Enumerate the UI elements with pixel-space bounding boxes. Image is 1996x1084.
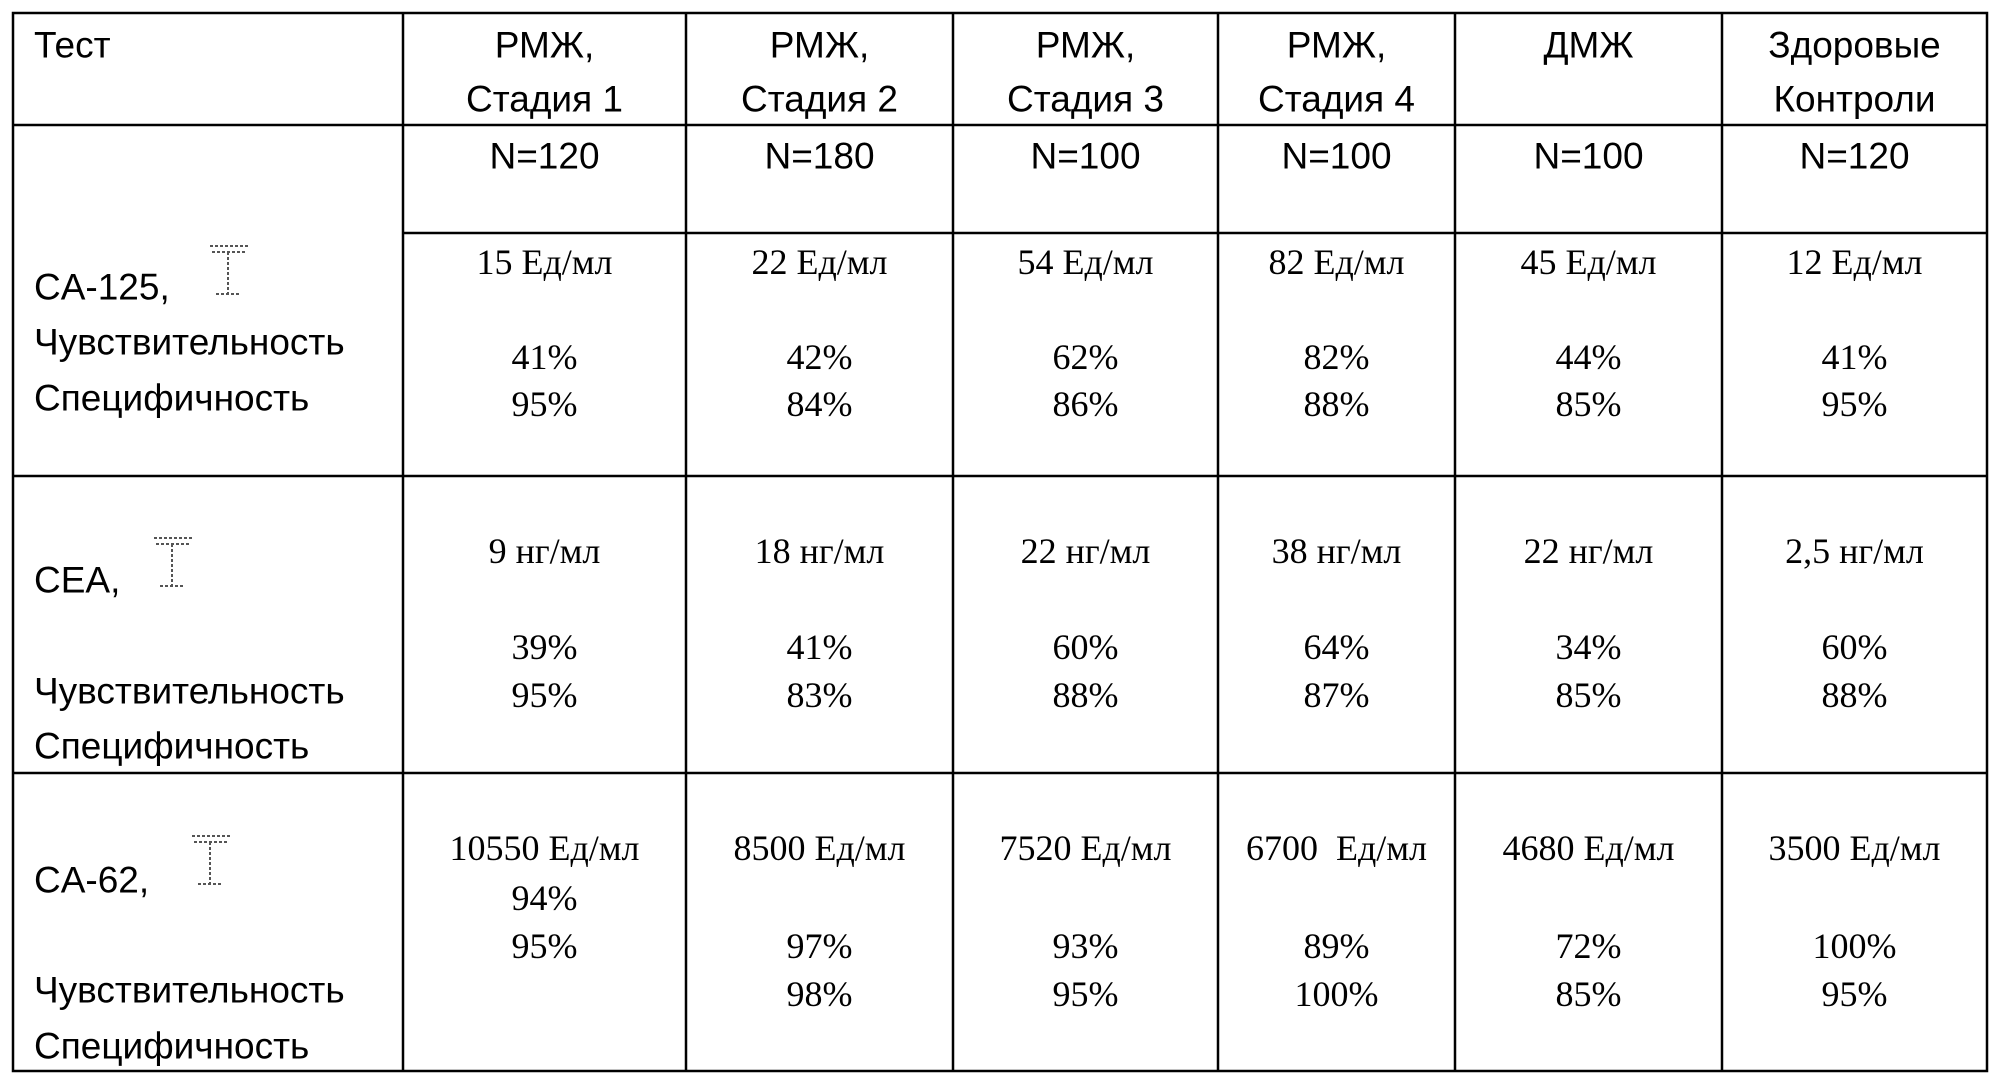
sensitivity-label: Чувствительность	[34, 969, 345, 1011]
value-cell: 3500 Ед/мл	[1768, 828, 1941, 868]
n-cell: N=180	[764, 135, 875, 177]
sensitivity-cell: 60%	[1821, 627, 1888, 667]
header-cell: РМЖ,	[769, 24, 870, 66]
n-cell: N=100	[1030, 135, 1141, 177]
test-name: CA-125,	[34, 266, 170, 308]
sensitivity-cell: 41%	[511, 337, 578, 377]
value-cell: 8500 Ед/мл	[733, 828, 906, 868]
n-cell: N=120	[489, 135, 600, 177]
sensitivity-cell: 60%	[1052, 627, 1119, 667]
sensitivity-label: Чувствительность	[34, 670, 345, 712]
sensitivity-cell: 42%	[786, 337, 853, 377]
specificity-cell: 95%	[1821, 974, 1888, 1014]
value-cell: 22 Ед/мл	[751, 242, 888, 282]
specificity-cell: 83%	[786, 675, 853, 715]
header-cell: Стадия 3	[1007, 78, 1164, 120]
sensitivity-cell: 89%	[1303, 926, 1370, 966]
value-cell: 10550 Ед/мл	[449, 828, 640, 868]
sensitivity-cell: 41%	[1821, 337, 1888, 377]
specificity-cell: 88%	[1303, 384, 1370, 424]
header-cell: РМЖ,	[494, 24, 595, 66]
specificity-label: Специфичность	[34, 1025, 310, 1067]
header-cell: Стадия 2	[741, 78, 898, 120]
value-cell: 45 Ед/мл	[1520, 242, 1657, 282]
sensitivity-cell: 41%	[786, 627, 853, 667]
specificity-cell: 85%	[1555, 675, 1622, 715]
sensitivity-cell: 44%	[1555, 337, 1622, 377]
sensitivity-cell: 34%	[1555, 627, 1622, 667]
header-cell: РМЖ,	[1286, 24, 1387, 66]
specificity-cell: 87%	[1303, 675, 1370, 715]
specificity-cell: 95%	[511, 675, 578, 715]
header-cell: Контроли	[1773, 78, 1936, 120]
value-cell: 38 нг/мл	[1271, 531, 1402, 571]
specificity-cell: 95%	[511, 384, 578, 424]
sensitivity-cell: 39%	[511, 627, 578, 667]
sensitivity-cell: 94%	[511, 878, 578, 918]
sensitivity-cell: 93%	[1052, 926, 1119, 966]
header-cell: Стадия 1	[466, 78, 623, 120]
sensitivity-label: Чувствительность	[34, 321, 345, 363]
specificity-cell: 85%	[1555, 974, 1622, 1014]
n-cell: N=120	[1799, 135, 1910, 177]
test-icons	[154, 245, 248, 885]
sensitivity-cell: 82%	[1303, 337, 1370, 377]
header-cell: Здоровые	[1768, 24, 1941, 66]
test-name: CA-62,	[34, 859, 150, 901]
sensitivity-cell: 72%	[1555, 926, 1622, 966]
specificity-cell: 100%	[1294, 974, 1379, 1014]
test-name: CEA,	[34, 559, 121, 601]
sensitivity-cell: 64%	[1303, 627, 1370, 667]
sensitivity-cell: 62%	[1052, 337, 1119, 377]
value-cell: 15 Ед/мл	[476, 242, 613, 282]
specificity-cell: 86%	[1052, 384, 1119, 424]
value-cell: 54 Ед/мл	[1017, 242, 1154, 282]
n-cell: N=100	[1281, 135, 1392, 177]
value-cell: 18 нг/мл	[754, 531, 885, 571]
specificity-label: Специфичность	[34, 377, 310, 419]
value-cell: 12 Ед/мл	[1786, 242, 1923, 282]
specificity-cell: 88%	[1821, 675, 1888, 715]
specificity-cell: 85%	[1555, 384, 1622, 424]
sensitivity-cell: 97%	[786, 926, 853, 966]
header-cell: РМЖ,	[1035, 24, 1136, 66]
sensitivity-cell: 100%	[1812, 926, 1897, 966]
value-cell: 9 нг/мл	[488, 531, 601, 571]
value-cell: 6700 Ед/мл	[1245, 828, 1428, 868]
value-cell: 4680 Ед/мл	[1502, 828, 1675, 868]
value-cell: 7520 Ед/мл	[999, 828, 1172, 868]
value-cell: 82 Ед/мл	[1268, 242, 1405, 282]
value-cell: 22 нг/мл	[1523, 531, 1654, 571]
header-cell: ДМЖ	[1543, 24, 1634, 66]
specificity-cell: 95%	[511, 926, 578, 966]
specificity-cell: 98%	[786, 974, 853, 1014]
specificity-cell: 84%	[786, 384, 853, 424]
header-cell: Тест	[34, 24, 111, 66]
value-cell: 22 нг/мл	[1020, 531, 1151, 571]
specificity-label: Специфичность	[34, 725, 310, 767]
specificity-cell: 88%	[1052, 675, 1119, 715]
value-cell: 2,5 нг/мл	[1785, 531, 1924, 571]
specificity-cell: 95%	[1821, 384, 1888, 424]
n-cell: N=100	[1533, 135, 1644, 177]
specificity-cell: 95%	[1052, 974, 1119, 1014]
header-cell: Стадия 4	[1258, 78, 1415, 120]
